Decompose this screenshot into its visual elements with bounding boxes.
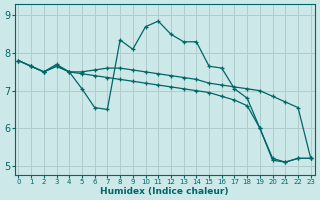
X-axis label: Humidex (Indice chaleur): Humidex (Indice chaleur) [100, 187, 229, 196]
